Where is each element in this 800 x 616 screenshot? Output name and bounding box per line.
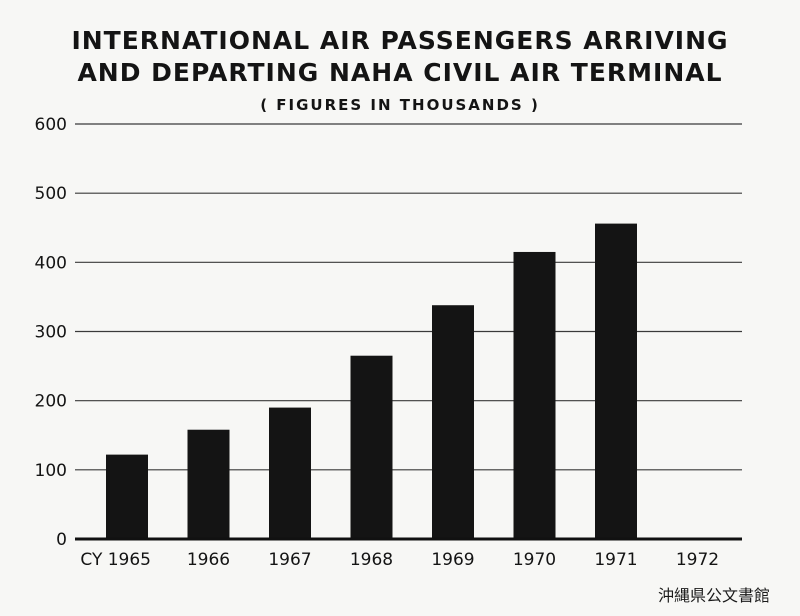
bar-1966: [187, 429, 230, 539]
x-tick-label-1969: 1969: [431, 550, 474, 570]
grid-lines: [75, 123, 742, 471]
y-tick-label-600: 600: [35, 115, 67, 135]
chart-subtitle: ( FIGURES IN THOUSANDS ): [260, 96, 540, 114]
bar-1965: [106, 454, 148, 539]
y-tick-label-400: 400: [35, 253, 67, 273]
chart-title-line1: INTERNATIONAL AIR PASSENGERS ARRIVING: [71, 26, 729, 55]
bar-1969: [432, 305, 474, 539]
archive-watermark: 沖縄県公文書館: [657, 586, 770, 605]
bars: [106, 223, 637, 540]
y-tick-label-500: 500: [35, 184, 67, 204]
y-tick-labels: 0 100 200 300 400 500 600: [35, 115, 67, 550]
y-tick-label-0: 0: [56, 530, 67, 550]
y-tick-label-300: 300: [35, 323, 67, 343]
bar-1968: [350, 355, 393, 539]
y-tick-label-100: 100: [35, 461, 67, 481]
x-tick-label-1967: 1967: [268, 550, 311, 570]
x-tick-label-1970: 1970: [513, 550, 556, 570]
bar-1970: [513, 251, 556, 540]
y-tick-label-200: 200: [35, 392, 67, 412]
x-tick-label-1972: 1972: [676, 550, 719, 570]
bar-1967: [269, 407, 311, 539]
x-tick-labels: CY 1965 1966 1967 1968 1969 1970 1971 1972: [80, 550, 719, 570]
x-tick-label-1971: 1971: [594, 550, 637, 570]
x-tick-label-1965: CY 1965: [80, 550, 151, 570]
bar-1971: [595, 223, 637, 539]
x-tick-label-1966: 1966: [187, 550, 230, 570]
chart-title-line2: AND DEPARTING NAHA CIVIL AIR TERMINAL: [77, 58, 723, 87]
x-tick-label-1968: 1968: [350, 550, 393, 570]
